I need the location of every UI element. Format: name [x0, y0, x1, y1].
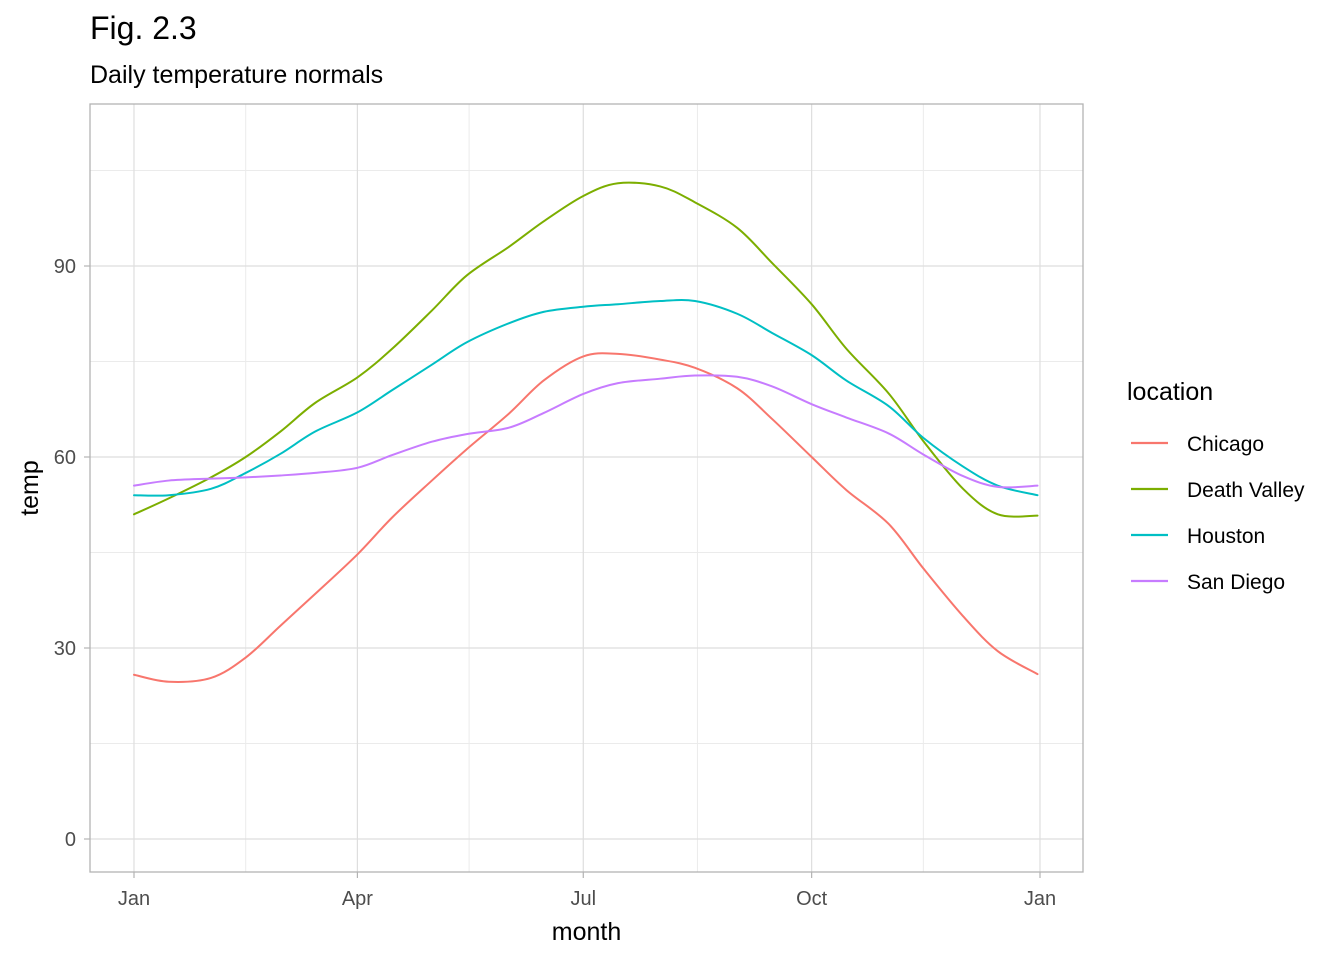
- x-axis-ticks: Jan Apr Jul Oct Jan: [118, 872, 1056, 910]
- legend-label-san-diego: San Diego: [1187, 571, 1285, 594]
- y-axis-title: temp: [16, 460, 44, 516]
- y-tick-label: 60: [54, 447, 76, 469]
- y-tick-label: 30: [54, 638, 76, 660]
- legend-label-death-valley: Death Valley: [1187, 479, 1305, 502]
- series-line-chicago: [133, 352, 1039, 683]
- y-axis-ticks: 0 30 60 90: [54, 256, 90, 851]
- x-tick-label: Jul: [570, 888, 596, 910]
- minor-gridlines: [90, 104, 1083, 872]
- x-tick-label: Jan: [118, 888, 150, 910]
- legend-label-houston: Houston: [1187, 525, 1265, 548]
- chart-subtitle: Daily temperature normals: [90, 61, 384, 89]
- y-tick-label: 0: [65, 829, 76, 851]
- legend: location Chicago Death Valley Houston San D…: [1127, 378, 1305, 594]
- series-line-death-valley: [133, 181, 1039, 518]
- legend-title: location: [1127, 378, 1213, 406]
- series-line-san-diego: [133, 374, 1039, 489]
- x-tick-label: Jan: [1024, 888, 1056, 910]
- chart-title: Fig. 2.3: [90, 10, 197, 46]
- series-line-houston: [133, 298, 1039, 497]
- plot-panel-border: [89, 103, 1084, 873]
- legend-label-chicago: Chicago: [1187, 433, 1264, 456]
- x-axis-title: month: [552, 918, 621, 946]
- y-tick-label: 90: [54, 256, 76, 278]
- series-lines: [133, 181, 1039, 683]
- x-tick-label: Apr: [342, 888, 373, 910]
- x-tick-label: Oct: [796, 888, 828, 910]
- major-gridlines: [90, 104, 1083, 872]
